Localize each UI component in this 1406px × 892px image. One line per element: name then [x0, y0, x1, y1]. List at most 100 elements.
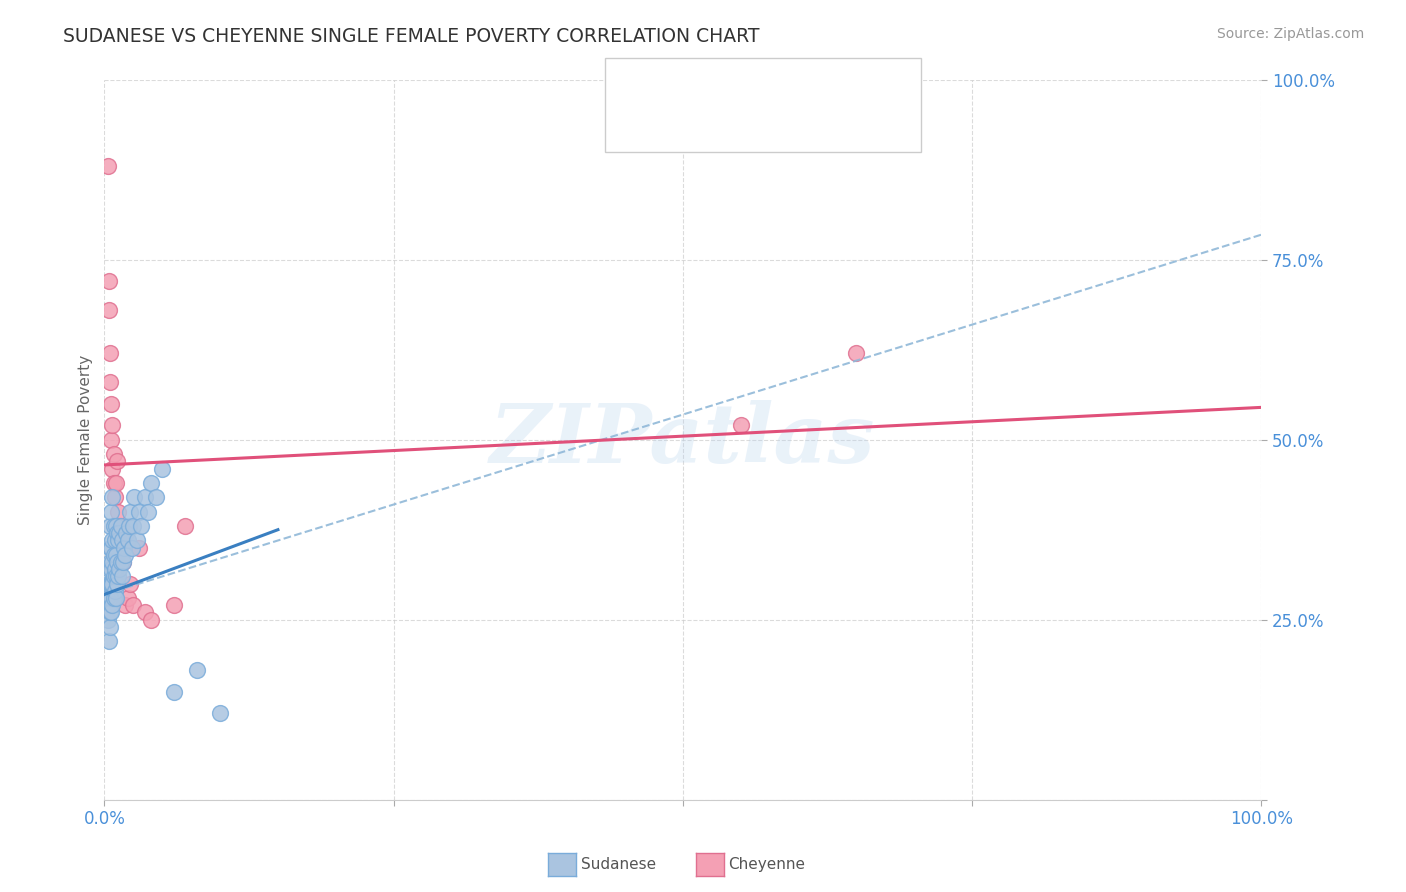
Point — [122, 599, 145, 613]
Point — [100, 576, 122, 591]
Point — [139, 613, 162, 627]
Point — [134, 606, 156, 620]
Point — [98, 555, 121, 569]
Text: SUDANESE VS CHEYENNE SINGLE FEMALE POVERTY CORRELATION CHART: SUDANESE VS CHEYENNE SINGLE FEMALE POVER… — [63, 27, 759, 45]
Point — [98, 541, 121, 555]
Point — [98, 519, 121, 533]
Point — [138, 505, 160, 519]
Point — [150, 461, 173, 475]
Point — [114, 599, 136, 613]
Point — [98, 599, 121, 613]
Y-axis label: Single Female Poverty: Single Female Poverty — [79, 355, 93, 524]
Point — [128, 541, 150, 555]
Point — [98, 606, 121, 620]
Point — [163, 599, 186, 613]
Point — [98, 303, 121, 318]
Point — [104, 591, 127, 605]
Point — [104, 519, 127, 533]
Point — [111, 533, 134, 548]
Point — [100, 541, 122, 555]
Point — [107, 569, 129, 583]
Point — [108, 562, 131, 576]
Text: R = 0.084   N = 29: R = 0.084 N = 29 — [661, 114, 818, 133]
Point — [104, 583, 127, 598]
Point — [98, 620, 121, 634]
Point — [134, 491, 156, 505]
Point — [100, 505, 122, 519]
Point — [101, 576, 124, 591]
Point — [98, 346, 121, 360]
Point — [103, 447, 125, 461]
Text: R =  0.136   N = 67: R = 0.136 N = 67 — [661, 78, 823, 97]
Point — [100, 606, 122, 620]
Point — [186, 663, 208, 677]
Point — [128, 505, 150, 519]
Point — [104, 491, 127, 505]
Text: ZIPatlas: ZIPatlas — [491, 400, 876, 480]
Point — [111, 555, 134, 569]
Point — [103, 519, 125, 533]
Point — [97, 613, 120, 627]
Point — [100, 562, 122, 576]
Point — [107, 533, 129, 548]
Point — [108, 519, 131, 533]
Point — [131, 519, 153, 533]
Point — [105, 576, 128, 591]
Point — [163, 684, 186, 698]
Point — [117, 591, 139, 605]
Point — [118, 519, 141, 533]
Point — [101, 555, 124, 569]
Point — [145, 491, 167, 505]
Point — [122, 519, 145, 533]
Point — [98, 562, 121, 576]
Point — [104, 562, 127, 576]
Point — [104, 475, 127, 490]
Text: Sudanese: Sudanese — [581, 857, 655, 871]
Point — [124, 491, 146, 505]
Point — [845, 346, 868, 360]
Point — [117, 533, 139, 548]
Point — [101, 461, 124, 475]
Point — [101, 491, 124, 505]
Point — [108, 526, 131, 541]
Point — [100, 433, 122, 447]
Point — [103, 475, 125, 490]
Point — [97, 159, 120, 173]
Point — [98, 576, 121, 591]
Point — [111, 533, 134, 548]
Point — [118, 505, 141, 519]
Point — [115, 526, 138, 541]
Point — [105, 555, 128, 569]
Point — [101, 533, 124, 548]
Point — [104, 533, 127, 548]
Point — [114, 548, 136, 562]
Point — [174, 519, 197, 533]
Point — [107, 505, 129, 519]
Point — [103, 548, 125, 562]
Point — [100, 397, 122, 411]
Point — [98, 375, 121, 389]
Point — [96, 591, 118, 605]
Point — [118, 576, 141, 591]
Point — [103, 591, 125, 605]
Point — [103, 569, 125, 583]
Point — [98, 634, 121, 648]
Text: Source: ZipAtlas.com: Source: ZipAtlas.com — [1216, 27, 1364, 41]
Point — [110, 555, 132, 569]
Point — [101, 418, 124, 433]
Point — [98, 275, 121, 289]
Text: Cheyenne: Cheyenne — [728, 857, 806, 871]
Point — [105, 454, 128, 468]
Point — [104, 548, 127, 562]
Point — [97, 576, 120, 591]
Point — [730, 418, 752, 433]
Point — [139, 475, 162, 490]
Point — [100, 591, 122, 605]
Point — [110, 519, 132, 533]
Point — [111, 569, 134, 583]
Point — [111, 555, 134, 569]
Point — [105, 526, 128, 541]
Point — [98, 591, 121, 605]
Point — [209, 706, 232, 721]
Point — [101, 599, 124, 613]
